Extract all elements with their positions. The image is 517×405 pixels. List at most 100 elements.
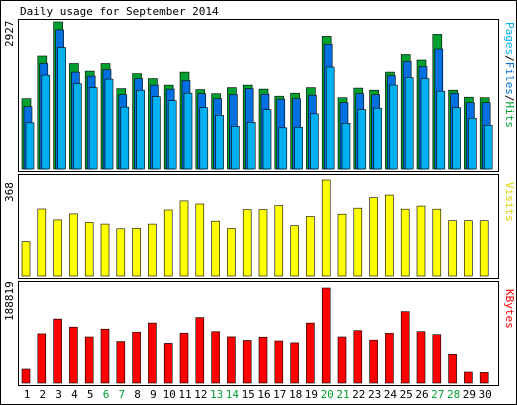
day-label: 14: [226, 388, 240, 401]
day-label: 24: [384, 388, 398, 401]
day-label: 17: [273, 388, 286, 401]
pages-bar: [262, 109, 272, 170]
kbytes-bar: [258, 336, 268, 384]
pages-bar: [468, 118, 477, 170]
hits-axis-label: Pages/Files/Hits: [503, 22, 516, 128]
kbytes-bar: [179, 332, 189, 384]
day-label: 11: [178, 388, 191, 401]
visits-bar: [337, 213, 347, 277]
day-label: 19: [305, 388, 318, 401]
pages-bar: [152, 96, 161, 170]
kbytes-bar: [195, 317, 205, 384]
visits-bar: [37, 208, 47, 277]
separator-2: /: [503, 95, 516, 102]
day-label: 16: [257, 388, 270, 401]
kbytes-bar: [132, 331, 141, 384]
kbytes-bar: [369, 339, 378, 384]
visits-bar: [432, 208, 442, 277]
kbytes-bar: [321, 287, 331, 384]
visits-axis-label: Visits: [503, 182, 516, 222]
pages-bar: [183, 92, 193, 170]
day-label: 15: [242, 388, 255, 401]
visits-bar: [132, 228, 141, 277]
kbytes-bar: [290, 342, 299, 384]
pages-bar: [73, 83, 82, 170]
hits-bars: [21, 21, 493, 170]
day-label: 6: [103, 388, 110, 401]
pages-bar: [357, 109, 367, 170]
day-labels: 1 2 3 4 5 6 7 8 9 10 11 12 13 14 15 16 17 18 19 20 21 22 23 24 2…: [24, 388, 492, 401]
kbytes-bar: [464, 371, 473, 384]
day-label: 12: [194, 388, 207, 401]
day-label: 10: [163, 388, 176, 401]
kbytes-bar: [53, 318, 62, 384]
pages-bar: [25, 122, 35, 170]
kbytes-bar: [163, 343, 173, 384]
pages-bar: [278, 127, 288, 170]
pages-bar: [215, 115, 224, 170]
visits-max-label: 368: [3, 182, 16, 202]
kbytes-bar: [148, 322, 157, 384]
kbytes-bar: [84, 336, 94, 384]
hits-max-label: 2927: [3, 21, 16, 48]
day-label: 28: [447, 388, 460, 401]
pages-bar: [88, 87, 98, 170]
kbytes-bar: [100, 328, 110, 384]
visits-bar: [148, 223, 157, 277]
visits-bar: [479, 220, 489, 277]
chart-title: Daily usage for September 2014: [20, 5, 219, 18]
kbytes-bar: [353, 330, 363, 384]
day-label: 23: [368, 388, 381, 401]
pages-bar: [104, 78, 114, 170]
day-label: 7: [118, 388, 125, 401]
pages-bar: [136, 89, 145, 170]
pages-bar: [294, 127, 303, 170]
pages-bar: [483, 125, 493, 170]
kbytes-bar: [479, 372, 489, 384]
day-label: 18: [289, 388, 302, 401]
visits-bar: [227, 228, 236, 277]
pages-bar: [199, 107, 209, 170]
visits-bar: [306, 216, 315, 277]
pages-bar: [41, 74, 51, 170]
kbytes-bar: [432, 334, 442, 384]
visits-bar: [448, 220, 457, 277]
visits-bar: [321, 179, 331, 277]
visits-bar: [464, 220, 473, 277]
day-label: 2: [39, 388, 46, 401]
pages-bar: [404, 77, 414, 170]
pages-bar: [436, 90, 446, 170]
visits-bar: [163, 209, 173, 277]
pages-bar: [310, 113, 319, 170]
visits-bar: [100, 223, 110, 277]
day-label: 30: [479, 388, 492, 401]
visits-bar: [416, 205, 426, 277]
pages-bar: [167, 100, 177, 170]
kbytes-bar: [416, 331, 426, 384]
day-label: 22: [352, 388, 365, 401]
pages-bar: [420, 78, 430, 170]
day-label: 3: [55, 388, 62, 401]
kbytes-bar: [211, 331, 220, 384]
pages-bar: [389, 84, 398, 170]
day-label: 5: [87, 388, 94, 401]
day-label: 13: [210, 388, 223, 401]
kbytes-bar: [400, 311, 410, 384]
kbytes-bar: [21, 368, 31, 384]
pages-bar: [120, 106, 130, 170]
visits-bar: [353, 207, 363, 277]
visits-bar: [369, 197, 378, 277]
pages-bar: [373, 107, 382, 170]
visits-bar: [242, 209, 252, 277]
kbytes-bar: [242, 340, 252, 384]
kbytes-bar: [37, 333, 47, 384]
pages-label: Pages: [503, 22, 516, 55]
day-label: 29: [463, 388, 476, 401]
day-label: 8: [134, 388, 141, 401]
hits-panel: [18, 19, 499, 172]
kbytes-bar: [274, 340, 284, 384]
visits-bar: [179, 200, 189, 277]
visits-bar: [69, 213, 78, 277]
